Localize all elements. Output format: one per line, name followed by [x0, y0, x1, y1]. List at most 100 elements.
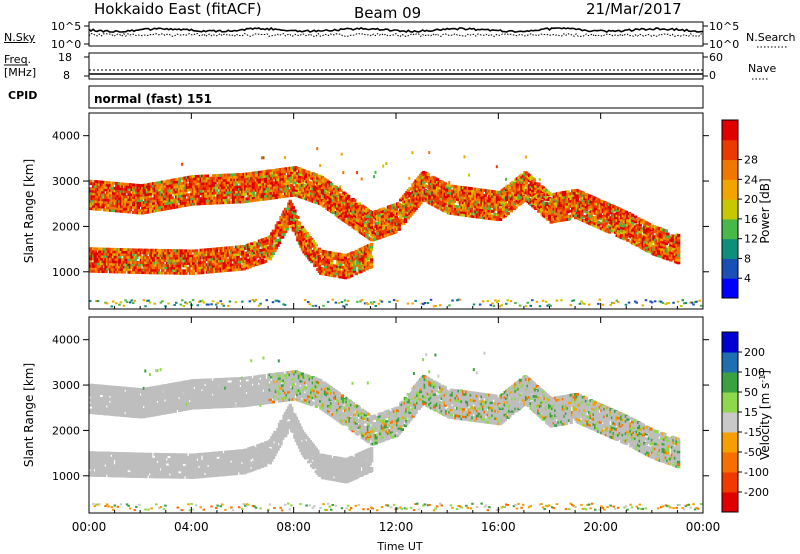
echo-cell — [101, 205, 105, 209]
echo-cell — [188, 264, 193, 268]
echo-cell — [142, 299, 146, 302]
echo-cell — [138, 266, 142, 269]
echo-cell — [448, 181, 451, 185]
echo-cell — [205, 174, 210, 178]
echo-cell — [181, 251, 185, 255]
echo-cell — [538, 178, 541, 182]
echo-cell — [426, 173, 431, 177]
echo-cell — [353, 267, 357, 271]
echo-cell — [153, 184, 157, 188]
echo-cell — [386, 210, 391, 214]
echo-cell — [148, 301, 152, 304]
echo-cell — [158, 208, 162, 212]
echo-cell — [331, 211, 335, 215]
echo-cell — [581, 191, 586, 195]
echo-cell — [124, 182, 128, 186]
echo-cell — [118, 258, 122, 261]
echo-cell — [285, 227, 289, 231]
cpid-panel — [88, 85, 704, 109]
echo-cell — [230, 173, 234, 177]
echo-cell — [93, 249, 97, 253]
echo-cell — [274, 196, 279, 199]
echo-cell — [458, 298, 462, 301]
echo-cell — [241, 250, 245, 254]
echo-cell — [468, 194, 472, 198]
echo-cell — [156, 193, 160, 197]
echo-cell — [294, 191, 299, 195]
echo-cell — [345, 303, 348, 306]
echo-cell — [118, 194, 122, 198]
echo-cell — [414, 299, 417, 302]
echo-cell — [253, 198, 257, 202]
echo-cell — [343, 276, 348, 280]
echo-cell — [168, 194, 173, 197]
echo-cell — [110, 265, 114, 269]
echo-cell — [343, 256, 348, 260]
echo-cell — [349, 271, 354, 275]
cpid-label: CPID — [8, 89, 38, 102]
echo-cell — [288, 199, 292, 203]
echo-cell — [316, 147, 319, 151]
echo-cell — [124, 248, 128, 252]
echo-cell — [368, 251, 372, 255]
echo-cell — [339, 253, 343, 256]
echo-cell — [360, 299, 364, 302]
echo-cell — [127, 258, 131, 262]
echo-cell — [262, 156, 265, 160]
echo-cell — [293, 171, 297, 174]
echo-cell — [337, 302, 341, 304]
echo-cell — [339, 185, 342, 189]
echo-cell — [98, 265, 102, 268]
echo-cell — [170, 186, 174, 190]
echo-cell — [434, 305, 437, 307]
echo-cell — [182, 194, 186, 198]
echo-cell — [104, 201, 108, 204]
echo-cell — [369, 260, 374, 264]
echo-cell — [498, 218, 503, 221]
echo-cell — [241, 247, 245, 251]
echo-cell — [400, 219, 404, 222]
echo-cell — [107, 247, 111, 251]
echo-cell — [394, 207, 398, 211]
echo-cell — [167, 302, 170, 305]
echo-cell — [145, 195, 150, 199]
echo-cell — [144, 183, 148, 187]
echo-cell — [92, 204, 96, 208]
echo-cell — [342, 171, 345, 175]
echo-cell — [374, 170, 377, 174]
echo-cell — [397, 203, 401, 206]
echo-cell — [144, 253, 148, 257]
echo-cell — [245, 197, 249, 201]
echo-cell — [250, 199, 254, 203]
echo-cell — [280, 182, 285, 186]
echo-cell — [90, 269, 94, 273]
echo-cell — [99, 262, 104, 266]
echo-cell — [497, 299, 500, 302]
echo-cell — [116, 184, 120, 188]
echo-cell — [293, 176, 297, 179]
echo-cell — [184, 188, 188, 192]
echo-cell — [219, 300, 222, 303]
echo-cell — [254, 298, 258, 301]
echo-cell — [349, 274, 354, 278]
echo-cell — [122, 270, 127, 274]
echo-cell — [99, 180, 104, 184]
echo-cell — [135, 271, 139, 274]
echo-cell — [248, 192, 252, 195]
echo-cell — [431, 180, 435, 184]
echo-cell — [128, 301, 132, 304]
echo-cell — [132, 253, 136, 257]
echo-cell — [234, 301, 238, 304]
echo-cell — [597, 223, 601, 227]
echo-cell — [303, 299, 307, 302]
echo-cell — [107, 181, 111, 185]
echo-cell — [95, 259, 99, 263]
echo-cell — [167, 261, 171, 265]
echo-cell — [175, 198, 179, 201]
echo-cell — [133, 206, 137, 209]
echo-cell — [283, 303, 287, 306]
echo-cell — [566, 210, 570, 214]
echo-cell — [331, 298, 334, 301]
